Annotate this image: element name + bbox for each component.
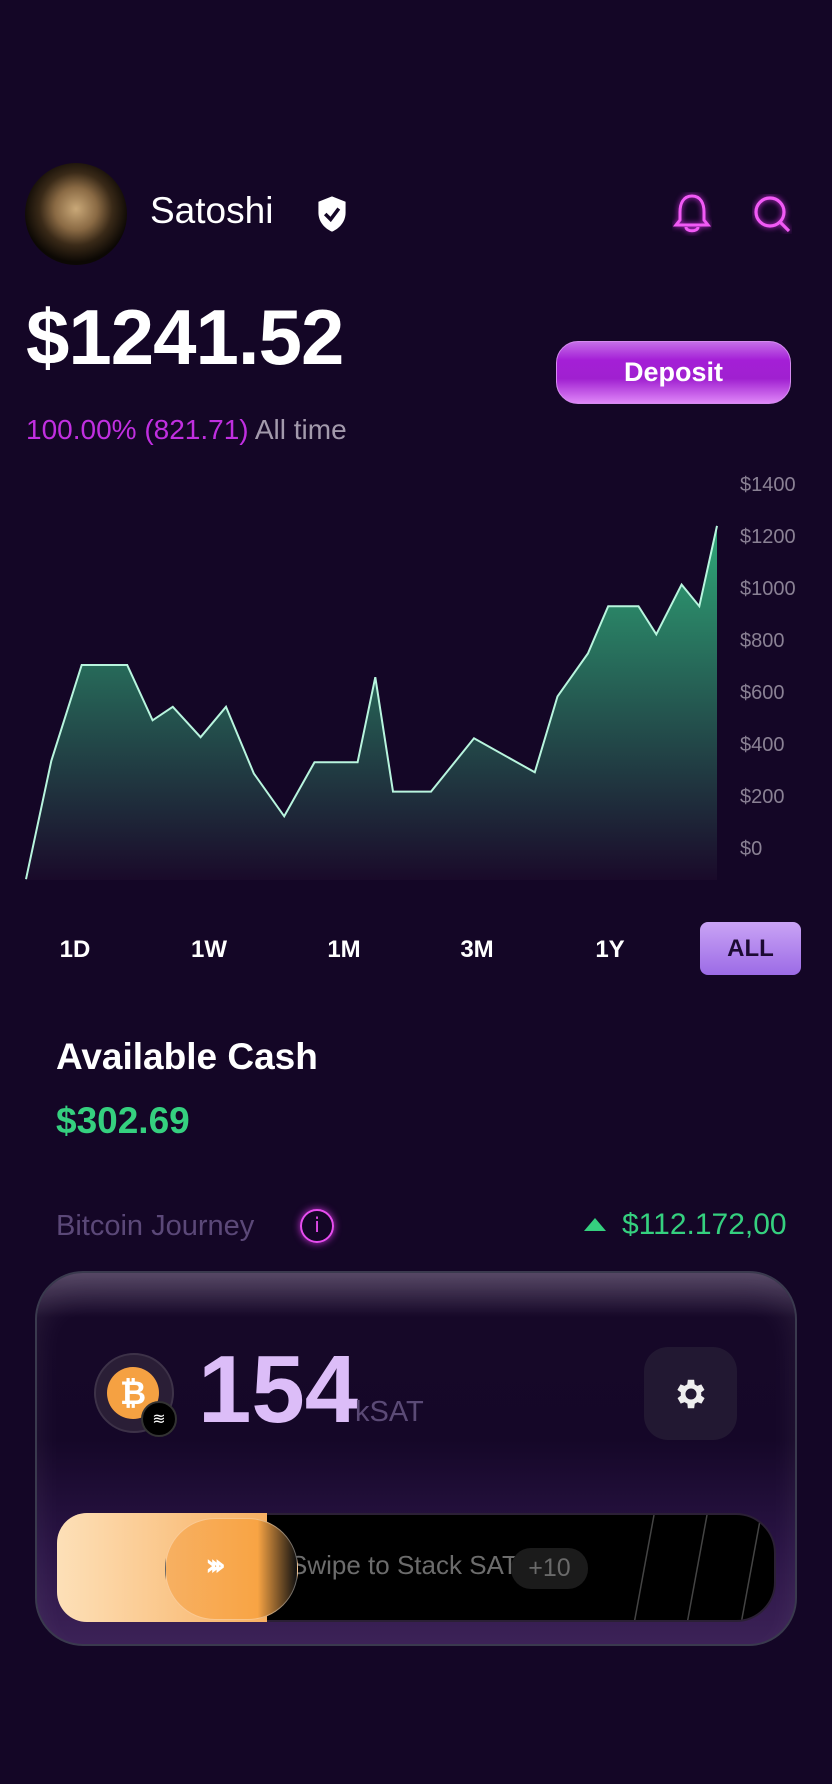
performance-summary: 100.00% (821.71) All time [26, 414, 347, 446]
verified-shield-icon [318, 196, 346, 232]
timeframe-1m[interactable]: 1M [327, 936, 361, 963]
available-cash-value: $302.69 [56, 1100, 190, 1141]
timeframe-1y[interactable]: 1Y [595, 936, 625, 963]
change-amount: (821.71) [144, 414, 249, 445]
btc-price: $112.172,00 [622, 1208, 787, 1241]
y-tick-label: $1200 [740, 526, 796, 548]
portfolio-balance: $1241.52 [26, 293, 344, 381]
y-tick-label: $1000 [740, 578, 796, 600]
sats-amount: 154 [198, 1336, 359, 1443]
portfolio-chart[interactable]: $1400 $1200 $1000 $800 $600 $400 $200 $0 [0, 460, 832, 890]
y-tick-label: $1400 [740, 474, 796, 496]
track-stripes [633, 1515, 762, 1620]
user-name: Satoshi [150, 190, 274, 231]
swipe-label: Swipe to Stack SATs [290, 1550, 528, 1580]
period-label: All time [254, 414, 347, 445]
y-tick-label: $0 [740, 838, 762, 860]
change-percent: 100.00% [26, 414, 137, 445]
swipe-handle[interactable] [165, 1518, 298, 1620]
available-cash-title: Available Cash [56, 1036, 318, 1077]
deposit-button[interactable]: Deposit [556, 341, 791, 404]
y-tick-label: $600 [740, 682, 785, 704]
timeframe-1w[interactable]: 1W [191, 936, 227, 963]
sats-unit: kSAT [355, 1396, 424, 1428]
bell-icon[interactable] [672, 192, 712, 236]
avatar[interactable] [25, 163, 127, 265]
chart-line [25, 525, 718, 880]
timeframe-3m[interactable]: 3M [460, 936, 494, 963]
lightning-badge-icon: ≋ [141, 1401, 177, 1437]
y-tick-label: $800 [740, 630, 785, 652]
chart-area [26, 525, 717, 880]
search-icon[interactable] [752, 194, 792, 234]
settings-button[interactable] [644, 1347, 737, 1440]
bitcoin-journey-title: Bitcoin Journey [56, 1210, 255, 1242]
y-tick-label: $200 [740, 786, 785, 808]
trend-up-icon [584, 1218, 606, 1231]
chevrons-right-icon: ››› [205, 1548, 226, 1583]
info-icon[interactable]: i [300, 1209, 334, 1243]
timeframe-all[interactable]: ALL [700, 922, 801, 975]
y-tick-label: $400 [740, 734, 785, 756]
gear-icon [676, 1379, 705, 1408]
bonus-badge: +10 [511, 1548, 588, 1589]
timeframe-1d[interactable]: 1D [59, 936, 91, 963]
